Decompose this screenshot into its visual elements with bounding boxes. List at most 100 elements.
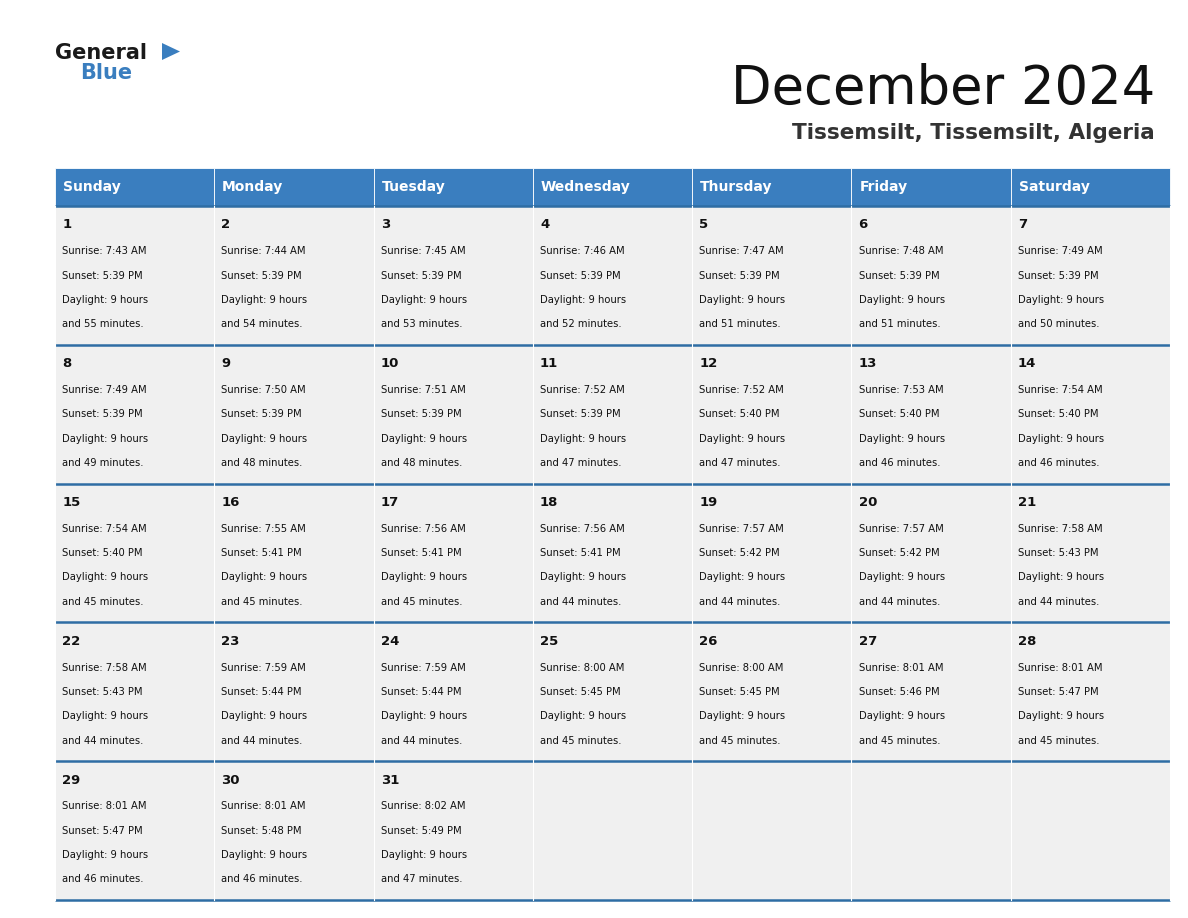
Text: 22: 22 (62, 635, 81, 648)
Text: Sunrise: 7:52 AM: Sunrise: 7:52 AM (541, 385, 625, 395)
Text: Sunset: 5:39 PM: Sunset: 5:39 PM (221, 271, 302, 281)
Text: and 45 minutes.: and 45 minutes. (859, 735, 940, 745)
Bar (852, 484, 1011, 622)
Polygon shape (162, 43, 181, 60)
Text: Daylight: 9 hours: Daylight: 9 hours (859, 711, 944, 722)
Text: Sunrise: 8:01 AM: Sunrise: 8:01 AM (1018, 663, 1102, 673)
Text: Daylight: 9 hours: Daylight: 9 hours (700, 295, 785, 305)
Text: Sunset: 5:40 PM: Sunset: 5:40 PM (1018, 409, 1099, 420)
Text: Daylight: 9 hours: Daylight: 9 hours (541, 573, 626, 582)
Text: Sunset: 5:39 PM: Sunset: 5:39 PM (1018, 271, 1099, 281)
Bar (852, 622, 1011, 761)
Text: Sunrise: 7:55 AM: Sunrise: 7:55 AM (221, 524, 307, 534)
Text: 4: 4 (541, 218, 549, 231)
Text: 20: 20 (859, 496, 877, 509)
Text: Sunset: 5:39 PM: Sunset: 5:39 PM (62, 271, 143, 281)
Text: and 44 minutes.: and 44 minutes. (700, 597, 781, 607)
Text: Sunrise: 7:48 AM: Sunrise: 7:48 AM (859, 246, 943, 256)
Text: Sunset: 5:40 PM: Sunset: 5:40 PM (700, 409, 779, 420)
Text: 8: 8 (62, 357, 71, 370)
Text: Sunset: 5:39 PM: Sunset: 5:39 PM (541, 409, 620, 420)
Text: and 55 minutes.: and 55 minutes. (62, 319, 144, 330)
Text: Sunrise: 7:53 AM: Sunrise: 7:53 AM (859, 385, 943, 395)
Text: Sunset: 5:46 PM: Sunset: 5:46 PM (859, 687, 940, 697)
Text: Daylight: 9 hours: Daylight: 9 hours (221, 711, 308, 722)
Bar (852, 206, 1011, 345)
Text: Sunrise: 7:54 AM: Sunrise: 7:54 AM (1018, 385, 1102, 395)
Text: Sunrise: 7:43 AM: Sunrise: 7:43 AM (62, 246, 146, 256)
Text: Daylight: 9 hours: Daylight: 9 hours (700, 433, 785, 443)
Text: Sunrise: 7:47 AM: Sunrise: 7:47 AM (700, 246, 784, 256)
Text: and 48 minutes.: and 48 minutes. (221, 458, 303, 468)
Text: 17: 17 (380, 496, 399, 509)
Text: 11: 11 (541, 357, 558, 370)
Bar (693, 484, 852, 622)
Text: Sunrise: 7:54 AM: Sunrise: 7:54 AM (62, 524, 147, 534)
Text: Sunset: 5:39 PM: Sunset: 5:39 PM (700, 271, 781, 281)
Text: and 44 minutes.: and 44 minutes. (221, 735, 303, 745)
Text: 5: 5 (700, 218, 708, 231)
Bar (1011, 761, 1170, 900)
Text: Sunrise: 7:49 AM: Sunrise: 7:49 AM (62, 385, 147, 395)
Text: 12: 12 (700, 357, 718, 370)
Bar (214, 622, 373, 761)
Text: and 45 minutes.: and 45 minutes. (541, 735, 621, 745)
Text: and 45 minutes.: and 45 minutes. (1018, 735, 1099, 745)
Text: 31: 31 (380, 774, 399, 787)
Text: and 47 minutes.: and 47 minutes. (541, 458, 621, 468)
Bar (55, 206, 214, 345)
Bar (693, 168, 852, 206)
Text: Daylight: 9 hours: Daylight: 9 hours (221, 573, 308, 582)
Text: Daylight: 9 hours: Daylight: 9 hours (380, 295, 467, 305)
Text: Daylight: 9 hours: Daylight: 9 hours (1018, 573, 1104, 582)
Text: and 52 minutes.: and 52 minutes. (541, 319, 621, 330)
Text: and 45 minutes.: and 45 minutes. (221, 597, 303, 607)
Text: Blue: Blue (80, 63, 132, 83)
Text: Daylight: 9 hours: Daylight: 9 hours (62, 433, 148, 443)
Bar (214, 761, 373, 900)
Text: Saturday: Saturday (1018, 180, 1089, 194)
Text: Wednesday: Wednesday (541, 180, 631, 194)
Bar (1011, 206, 1170, 345)
Text: 7: 7 (1018, 218, 1026, 231)
Bar (373, 761, 533, 900)
Bar (55, 622, 214, 761)
Text: Sunrise: 8:01 AM: Sunrise: 8:01 AM (221, 801, 307, 812)
Text: Daylight: 9 hours: Daylight: 9 hours (541, 711, 626, 722)
Bar (533, 484, 693, 622)
Text: Sunset: 5:39 PM: Sunset: 5:39 PM (380, 271, 461, 281)
Bar (214, 206, 373, 345)
Text: 21: 21 (1018, 496, 1036, 509)
Text: and 46 minutes.: and 46 minutes. (221, 874, 303, 884)
Text: Sunset: 5:48 PM: Sunset: 5:48 PM (221, 826, 302, 835)
Text: Sunrise: 8:00 AM: Sunrise: 8:00 AM (541, 663, 625, 673)
Text: Thursday: Thursday (700, 180, 772, 194)
Text: 24: 24 (380, 635, 399, 648)
Text: General: General (55, 43, 147, 63)
Text: 19: 19 (700, 496, 718, 509)
Text: 25: 25 (541, 635, 558, 648)
Bar (55, 761, 214, 900)
Bar (214, 484, 373, 622)
Bar (693, 345, 852, 484)
Text: Daylight: 9 hours: Daylight: 9 hours (62, 850, 148, 860)
Text: Sunrise: 7:58 AM: Sunrise: 7:58 AM (62, 663, 147, 673)
Text: Daylight: 9 hours: Daylight: 9 hours (62, 711, 148, 722)
Bar (1011, 168, 1170, 206)
Text: 23: 23 (221, 635, 240, 648)
Bar (373, 345, 533, 484)
Bar (373, 484, 533, 622)
Text: Sunrise: 7:59 AM: Sunrise: 7:59 AM (380, 663, 466, 673)
Text: Sunrise: 7:50 AM: Sunrise: 7:50 AM (221, 385, 307, 395)
Text: Daylight: 9 hours: Daylight: 9 hours (221, 433, 308, 443)
Bar (852, 761, 1011, 900)
Text: Sunrise: 8:02 AM: Sunrise: 8:02 AM (380, 801, 466, 812)
Text: Sunset: 5:39 PM: Sunset: 5:39 PM (859, 271, 940, 281)
Text: Daylight: 9 hours: Daylight: 9 hours (700, 711, 785, 722)
Bar (55, 168, 214, 206)
Bar (373, 168, 533, 206)
Text: Sunset: 5:47 PM: Sunset: 5:47 PM (1018, 687, 1099, 697)
Text: December 2024: December 2024 (731, 63, 1155, 115)
Text: Sunrise: 7:58 AM: Sunrise: 7:58 AM (1018, 524, 1102, 534)
Text: and 44 minutes.: and 44 minutes. (62, 735, 144, 745)
